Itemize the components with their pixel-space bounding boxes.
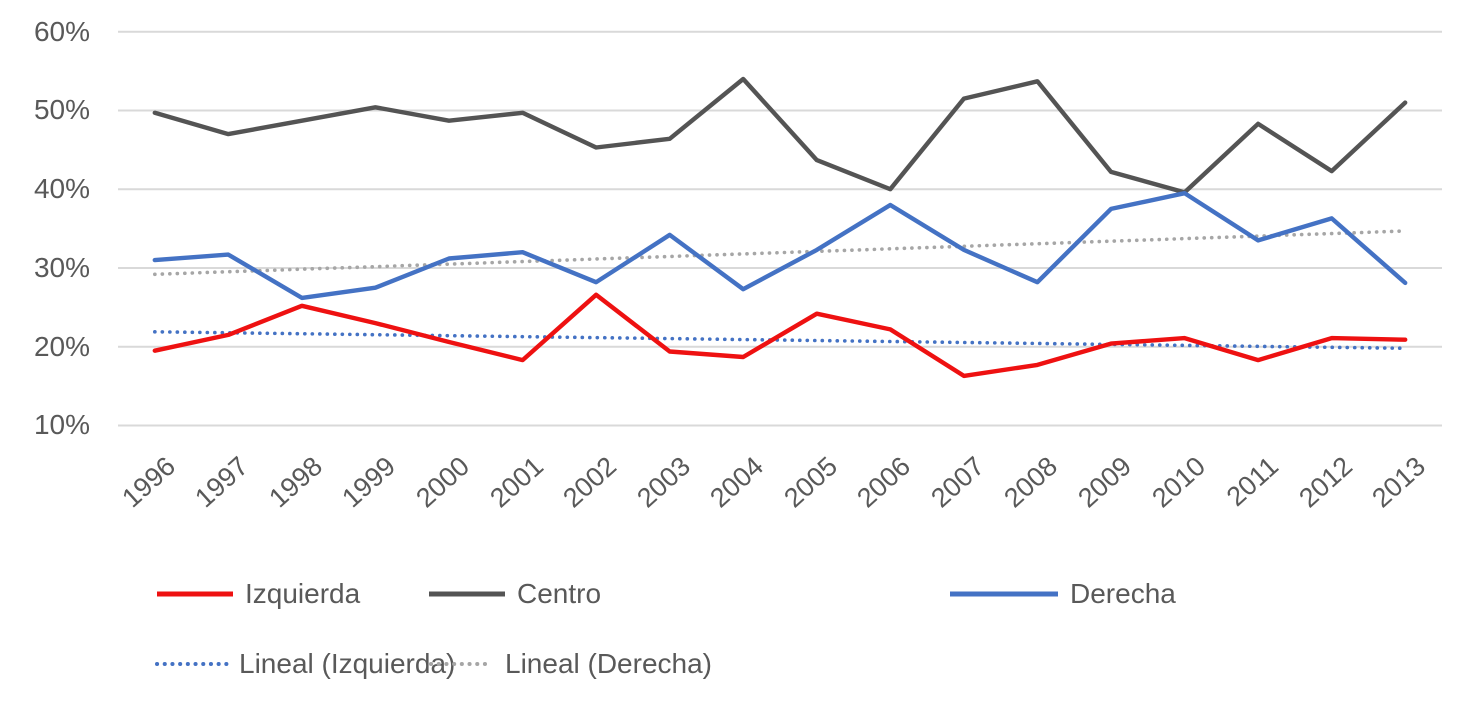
legend-line-sample: [950, 591, 1058, 597]
legend-dotted-line-sample: [155, 662, 229, 666]
trendline-derecha: [153, 229, 1407, 277]
legend-line-sample: [429, 591, 505, 597]
legend-label: Derecha: [1070, 578, 1176, 609]
legend-label: Izquierda: [245, 578, 361, 609]
legend-item-derecha: Derecha: [948, 578, 1176, 610]
y-axis-label: 60%: [33, 16, 90, 47]
y-axis-label: 50%: [33, 94, 90, 125]
legend-item-izquierda: Izquierda: [155, 578, 360, 610]
series-line-derecha: [152, 190, 1408, 301]
legend-label: Lineal (Derecha): [505, 648, 712, 679]
legend-label: Lineal (Izquierda): [239, 648, 456, 679]
y-axis-label: 20%: [33, 331, 90, 362]
y-axis-label: 40%: [33, 173, 90, 204]
legend-line-sample: [157, 591, 233, 597]
legend-item-lineal-derecha: Lineal (Derecha): [427, 648, 712, 680]
legend-item-centro: Centro: [427, 578, 601, 610]
y-axis-label: 30%: [33, 252, 90, 283]
legend-dotted-line-sample: [429, 662, 493, 666]
series-line-izquierda: [152, 292, 1408, 379]
legend-item-lineal-izquierda: Lineal (Izquierda): [153, 648, 455, 680]
y-axis-label: 10%: [33, 409, 90, 440]
trendline-izquierda: [153, 329, 1407, 351]
series-line-centro: [152, 76, 1408, 195]
legend-label: Centro: [517, 578, 602, 609]
